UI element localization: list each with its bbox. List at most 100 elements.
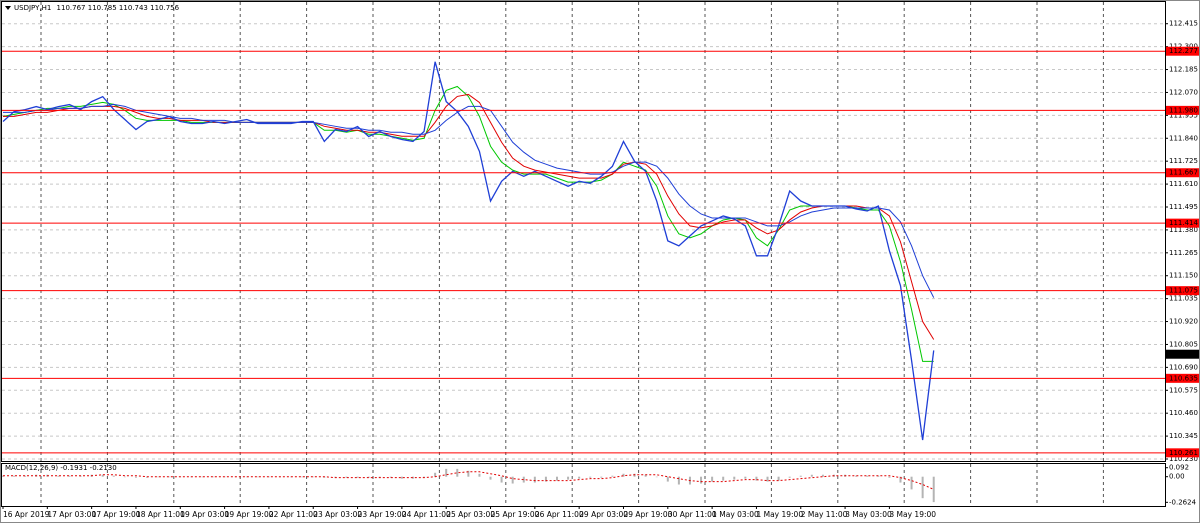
macd-bar	[212, 476, 215, 478]
level-tag	[1166, 168, 1199, 178]
macd-bar	[589, 476, 592, 478]
y-tick-label: 111.035	[1169, 295, 1198, 303]
level-label: 110.261	[1169, 449, 1198, 457]
macd-title: MACD(12,26,9)	[5, 464, 58, 472]
macd-bar	[201, 476, 204, 478]
macd-bar	[777, 476, 780, 481]
macd-bar	[511, 476, 514, 484]
y-tick-label: 110.920	[1169, 318, 1198, 326]
y-tick-label: 111.380	[1169, 226, 1198, 234]
y-tick-label: 110.460	[1169, 409, 1198, 417]
level-tag	[1166, 46, 1199, 56]
last-price-label: 110.756	[1169, 350, 1198, 358]
x-tick-label: 16 Apr 2019	[3, 510, 50, 519]
macd-bar	[134, 476, 137, 478]
x-tick-label: 23 Apr 03:00	[313, 510, 362, 519]
macd-bar	[312, 476, 315, 478]
x-tick-label: 18 Apr 11:00	[136, 510, 185, 519]
macd-bar	[123, 476, 126, 478]
macd-bar	[522, 476, 525, 483]
y-tick-label: 112.300	[1169, 43, 1198, 51]
x-tick-label: 17 Apr 03:00	[47, 510, 96, 519]
close: 110.756	[150, 4, 179, 12]
x-tick-label: 22 Apr 11:00	[269, 510, 318, 519]
macd-bar	[445, 468, 448, 477]
macd-bar	[245, 476, 248, 478]
y-tick-label: 111.725	[1169, 157, 1198, 165]
macd-bar	[888, 476, 891, 478]
macd-bar	[855, 475, 858, 477]
macd-bar	[434, 472, 437, 477]
chart-header: USDJPY,H1 110.767 110.785 110.743 110.75…	[14, 4, 180, 12]
y-tick-label: 111.840	[1169, 134, 1198, 142]
x-tick-label: 3 May 03:00	[845, 510, 892, 519]
macd-bar	[157, 476, 160, 478]
macd-bar	[744, 476, 747, 479]
macd-bar	[755, 476, 758, 481]
x-tick-label: 24 Apr 11:00	[402, 510, 451, 519]
x-tick-label: 23 Apr 19:00	[358, 510, 407, 519]
x-tick-label: 29 Apr 19:00	[623, 510, 672, 519]
macd-bar	[766, 476, 769, 482]
macd-bar	[356, 476, 359, 478]
x-tick-label: 17 Apr 19:00	[92, 510, 141, 519]
x-tick-label: 1 May 19:00	[756, 510, 803, 519]
y-tick-label: 0.00	[1169, 473, 1185, 481]
y-tick-label: 111.265	[1169, 249, 1198, 257]
x-tick-label: 19 Apr 03:00	[180, 510, 229, 519]
high: 110.785	[88, 4, 117, 12]
y-tick-label: 111.610	[1169, 180, 1198, 188]
macd-bar	[478, 473, 481, 477]
macd-bar	[57, 475, 60, 477]
level-label: 111.980	[1169, 106, 1198, 114]
level-label: 111.414	[1169, 219, 1198, 227]
macd-bar	[899, 476, 902, 483]
x-tick-label: 26 Apr 11:00	[535, 510, 584, 519]
macd-pane	[1, 463, 1166, 507]
y-tick-label: 112.070	[1169, 88, 1198, 96]
x-tick-label: 3 May 19:00	[889, 510, 936, 519]
signal-line	[3, 471, 934, 490]
macd-main: -0.1931	[60, 464, 87, 472]
macd-bar	[556, 476, 558, 481]
macd-bar	[722, 476, 725, 481]
y-tick-label: 112.415	[1169, 20, 1198, 28]
x-tick-label: 19 Apr 19:00	[225, 510, 274, 519]
moving-average	[3, 93, 935, 340]
x-tick-label: 25 Apr 19:00	[491, 510, 540, 519]
level-tag	[1166, 286, 1199, 296]
macd-bar	[821, 474, 824, 477]
macd-bar	[500, 476, 503, 483]
x-tick-label: 2 May 11:00	[801, 510, 848, 519]
macd-bar	[799, 475, 802, 477]
macd-signal: -0.2130	[90, 464, 117, 472]
macd-bar	[932, 476, 935, 503]
macd-bar	[456, 468, 459, 477]
macd-bar	[168, 476, 171, 478]
macd-bar	[600, 476, 603, 478]
macd-header: MACD(12,26,9) -0.1931 -0.2130	[5, 464, 117, 472]
macd-bar	[13, 475, 16, 477]
symbol: USDJPY,H1	[14, 4, 51, 12]
macd-bar	[921, 476, 924, 499]
x-tick-label: 30 Apr 11:00	[668, 510, 717, 519]
y-tick-label: 111.955	[1169, 111, 1198, 119]
macd-bar	[611, 475, 614, 477]
macd-bar	[411, 476, 414, 479]
main-pane	[1, 1, 1166, 462]
macd-bar	[533, 476, 536, 483]
level-tag	[1166, 448, 1199, 458]
macd-bar	[666, 476, 669, 482]
open: 110.767	[57, 4, 86, 12]
y-tick-label: 111.150	[1169, 272, 1198, 280]
macd-bar	[733, 476, 736, 480]
macd-bar	[68, 475, 71, 477]
y-tick-label: 110.690	[1169, 363, 1198, 371]
macd-bar	[788, 476, 791, 478]
y-tick-label: -0.2624	[1169, 498, 1197, 506]
macd-bar	[345, 476, 348, 478]
macd-bar	[389, 476, 392, 478]
last-price-tag	[1166, 349, 1199, 359]
macd-bar	[567, 476, 570, 480]
